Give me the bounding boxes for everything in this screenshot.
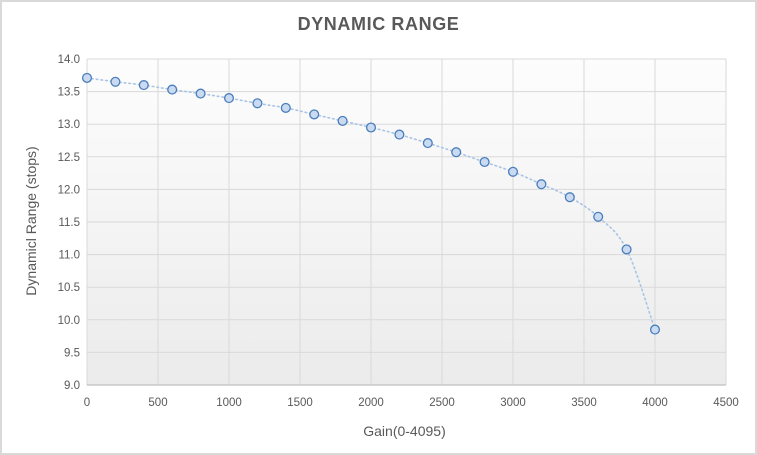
y-tick-label: 10.5 — [58, 282, 80, 294]
x-tick-label: 2500 — [429, 397, 455, 409]
y-tick-label: 11.0 — [58, 250, 80, 262]
data-point-marker — [593, 211, 604, 222]
x-tick-label: 3000 — [500, 397, 526, 409]
data-point-marker — [536, 179, 547, 190]
x-tick-label: 3500 — [571, 397, 597, 409]
data-point-marker — [422, 138, 433, 149]
y-tick-label: 12.0 — [58, 184, 80, 196]
x-tick-label: 0 — [84, 397, 90, 409]
data-point-marker — [337, 115, 348, 126]
x-tick-label: 1000 — [216, 397, 242, 409]
y-tick-label: 13.0 — [58, 119, 80, 131]
x-tick-label: 4500 — [713, 397, 739, 409]
data-point-marker — [451, 147, 462, 158]
data-point-marker — [252, 98, 263, 109]
y-axis-title: Dynamicl Range (stops) — [23, 146, 39, 296]
data-point-marker — [564, 192, 575, 203]
data-point-marker — [195, 88, 206, 99]
data-point-marker — [479, 156, 490, 168]
x-tick-label: 4000 — [642, 397, 668, 409]
y-tick-label: 14.0 — [58, 54, 80, 66]
data-point-marker — [649, 324, 661, 335]
data-point-marker — [81, 72, 93, 83]
chart-title: DYNAMIC RANGE — [297, 14, 460, 34]
data-point-marker — [394, 129, 405, 140]
data-point-marker — [138, 80, 149, 91]
data-point-marker — [309, 109, 320, 120]
data-point-marker — [167, 84, 178, 95]
x-axis-title: Gain(0-4095) — [363, 423, 446, 439]
y-tick-label: 9.5 — [64, 347, 80, 359]
data-point-marker — [110, 76, 121, 87]
y-tick-label: 12.5 — [58, 152, 80, 164]
x-tick-label: 1500 — [287, 397, 313, 409]
data-point-marker — [280, 102, 291, 113]
y-tick-label: 11.5 — [58, 217, 80, 229]
y-tick-label: 13.5 — [58, 87, 80, 99]
y-tick-label: 9.0 — [64, 380, 80, 392]
x-tick-label: 2000 — [358, 397, 384, 409]
data-point-marker — [223, 93, 235, 104]
data-point-marker — [365, 122, 377, 133]
data-point-marker — [621, 244, 632, 255]
y-tick-label: 10.0 — [58, 315, 80, 327]
data-point-marker — [507, 166, 519, 177]
x-tick-label: 500 — [148, 397, 167, 409]
